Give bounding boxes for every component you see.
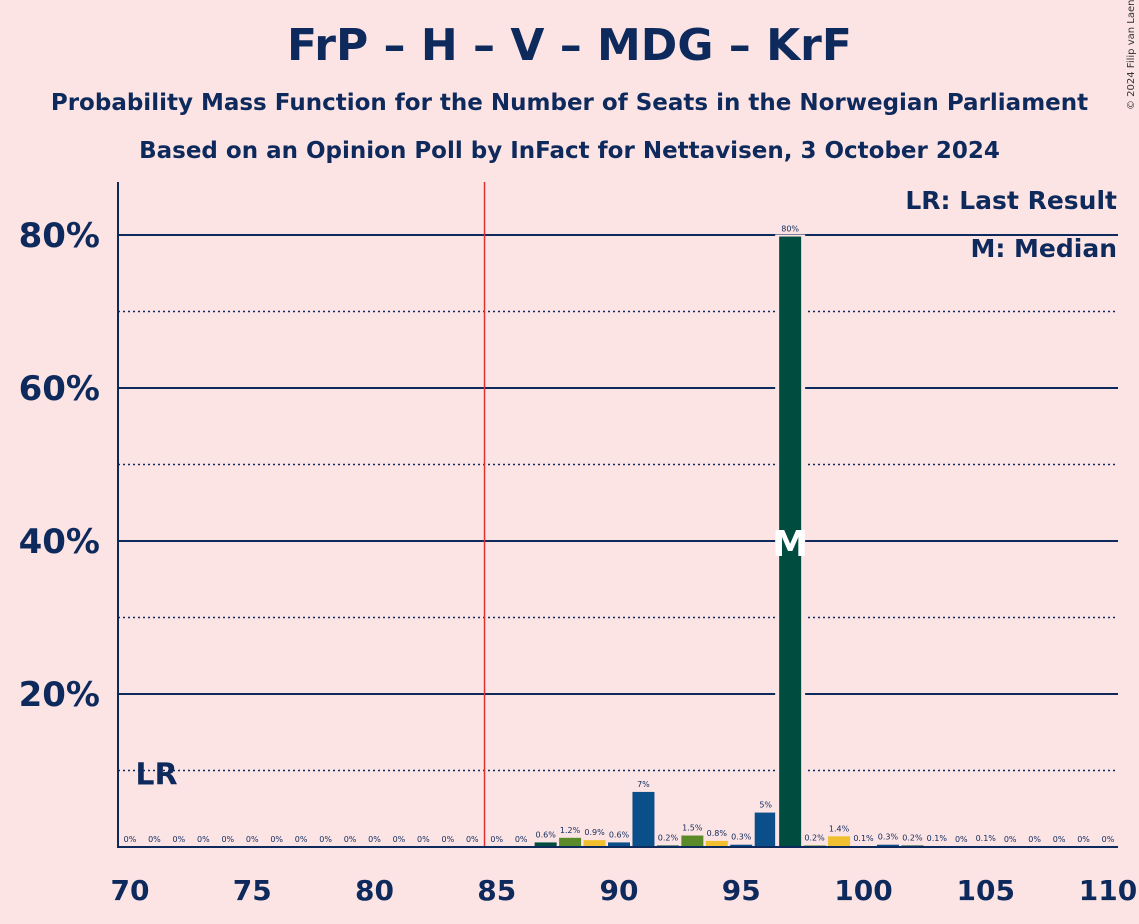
data-label-seat-75: 0% [246, 835, 259, 844]
data-label-seat-107: 0% [1028, 835, 1041, 844]
data-label-seat-97: 80% [781, 225, 799, 234]
data-label-seat-105: 0.1% [976, 834, 997, 843]
data-labels: 0% 0% 0% 0% 0% 0% 0% 0% 0% 0% 0% 0% 0% 0% 0% 0% 0% 0.6% 1.… [124, 225, 1115, 844]
x-tick-label: 105 [957, 874, 1015, 907]
data-label-seat-85: 0% [490, 835, 503, 844]
data-label-seat-102: 0.2% [902, 833, 923, 842]
y-tick-label: 20% [19, 675, 100, 715]
data-label-seat-72: 0% [173, 835, 186, 844]
bar-seat-97 [779, 236, 802, 847]
data-label-seat-77: 0% [295, 835, 308, 844]
median-marker: M [772, 524, 808, 565]
data-label-seat-96: 5% [759, 801, 772, 810]
bar-seat-93 [681, 835, 704, 847]
chart-subtitle: Probability Mass Function for the Number… [50, 90, 1089, 116]
x-tick-label: 80 [355, 874, 394, 907]
x-tick-label: 70 [111, 874, 150, 907]
data-label-seat-94: 0.8% [707, 829, 728, 838]
data-label-seat-91: 7% [637, 780, 650, 789]
chart-title: FrP – H – V – MDG – KrF [287, 20, 852, 71]
data-label-seat-100: 0.1% [853, 834, 874, 843]
bar-seat-94 [705, 840, 728, 847]
data-label-seat-108: 0% [1053, 835, 1066, 844]
data-label-seat-101: 0.3% [878, 833, 899, 842]
x-tick-label: 85 [477, 874, 516, 907]
data-label-seat-76: 0% [270, 835, 283, 844]
bars [534, 234, 997, 847]
data-label-seat-78: 0% [319, 835, 332, 844]
chart-source: Based on an Opinion Poll by InFact for N… [139, 138, 1000, 164]
data-label-seat-80: 0% [368, 835, 381, 844]
data-label-seat-71: 0% [148, 835, 161, 844]
bar-seat-91 [632, 791, 655, 847]
data-label-seat-84: 0% [466, 835, 479, 844]
data-label-seat-86: 0% [515, 835, 528, 844]
data-label-seat-83: 0% [441, 835, 454, 844]
data-label-seat-109: 0% [1077, 835, 1090, 844]
data-label-seat-93: 1.5% [682, 824, 703, 833]
data-label-seat-79: 0% [344, 835, 357, 844]
data-label-seat-87: 0.6% [535, 830, 556, 839]
data-label-seat-73: 0% [197, 835, 210, 844]
y-tick-label: 80% [19, 216, 100, 256]
x-tick-label: 95 [722, 874, 761, 907]
last-result-marker: LR [135, 758, 177, 793]
legend-median: M: Median [970, 234, 1117, 263]
data-label-seat-103: 0.1% [927, 834, 948, 843]
grid-lines [118, 182, 1118, 847]
data-label-seat-81: 0% [393, 835, 406, 844]
data-label-seat-106: 0% [1004, 835, 1017, 844]
x-tick-label: 100 [834, 874, 892, 907]
data-label-seat-70: 0% [124, 835, 137, 844]
data-label-seat-74: 0% [221, 835, 234, 844]
legend-last-result: LR: Last Result [905, 186, 1117, 215]
data-label-seat-92: 0.2% [658, 833, 679, 842]
axes: 20% 40% 60% 80% 70 75 80 85 90 95 100 105 110 [19, 182, 1137, 907]
data-label-seat-90: 0.6% [609, 830, 630, 839]
y-tick-label: 60% [19, 369, 100, 409]
data-label-seat-110: 0% [1102, 835, 1115, 844]
data-label-seat-98: 0.2% [804, 833, 825, 842]
bar-seat-101 [876, 844, 899, 847]
data-label-seat-95: 0.3% [731, 833, 752, 842]
y-tick-label: 40% [19, 522, 100, 562]
bar-seat-87 [534, 842, 557, 847]
bar-seat-88 [559, 837, 582, 847]
x-tick-label: 75 [233, 874, 272, 907]
data-label-seat-104: 0% [955, 835, 968, 844]
x-tick-label: 90 [600, 874, 639, 907]
bar-seat-89 [583, 840, 606, 847]
bar-seat-99 [828, 836, 851, 847]
bar-seat-96 [754, 812, 777, 847]
data-label-seat-89: 0.9% [584, 828, 605, 837]
bar-seat-95 [730, 844, 753, 847]
data-label-seat-99: 1.4% [829, 824, 850, 833]
bar-seat-90 [608, 842, 630, 847]
data-label-seat-88: 1.2% [560, 826, 581, 835]
x-tick-label: 110 [1079, 874, 1137, 907]
data-label-seat-82: 0% [417, 835, 430, 844]
